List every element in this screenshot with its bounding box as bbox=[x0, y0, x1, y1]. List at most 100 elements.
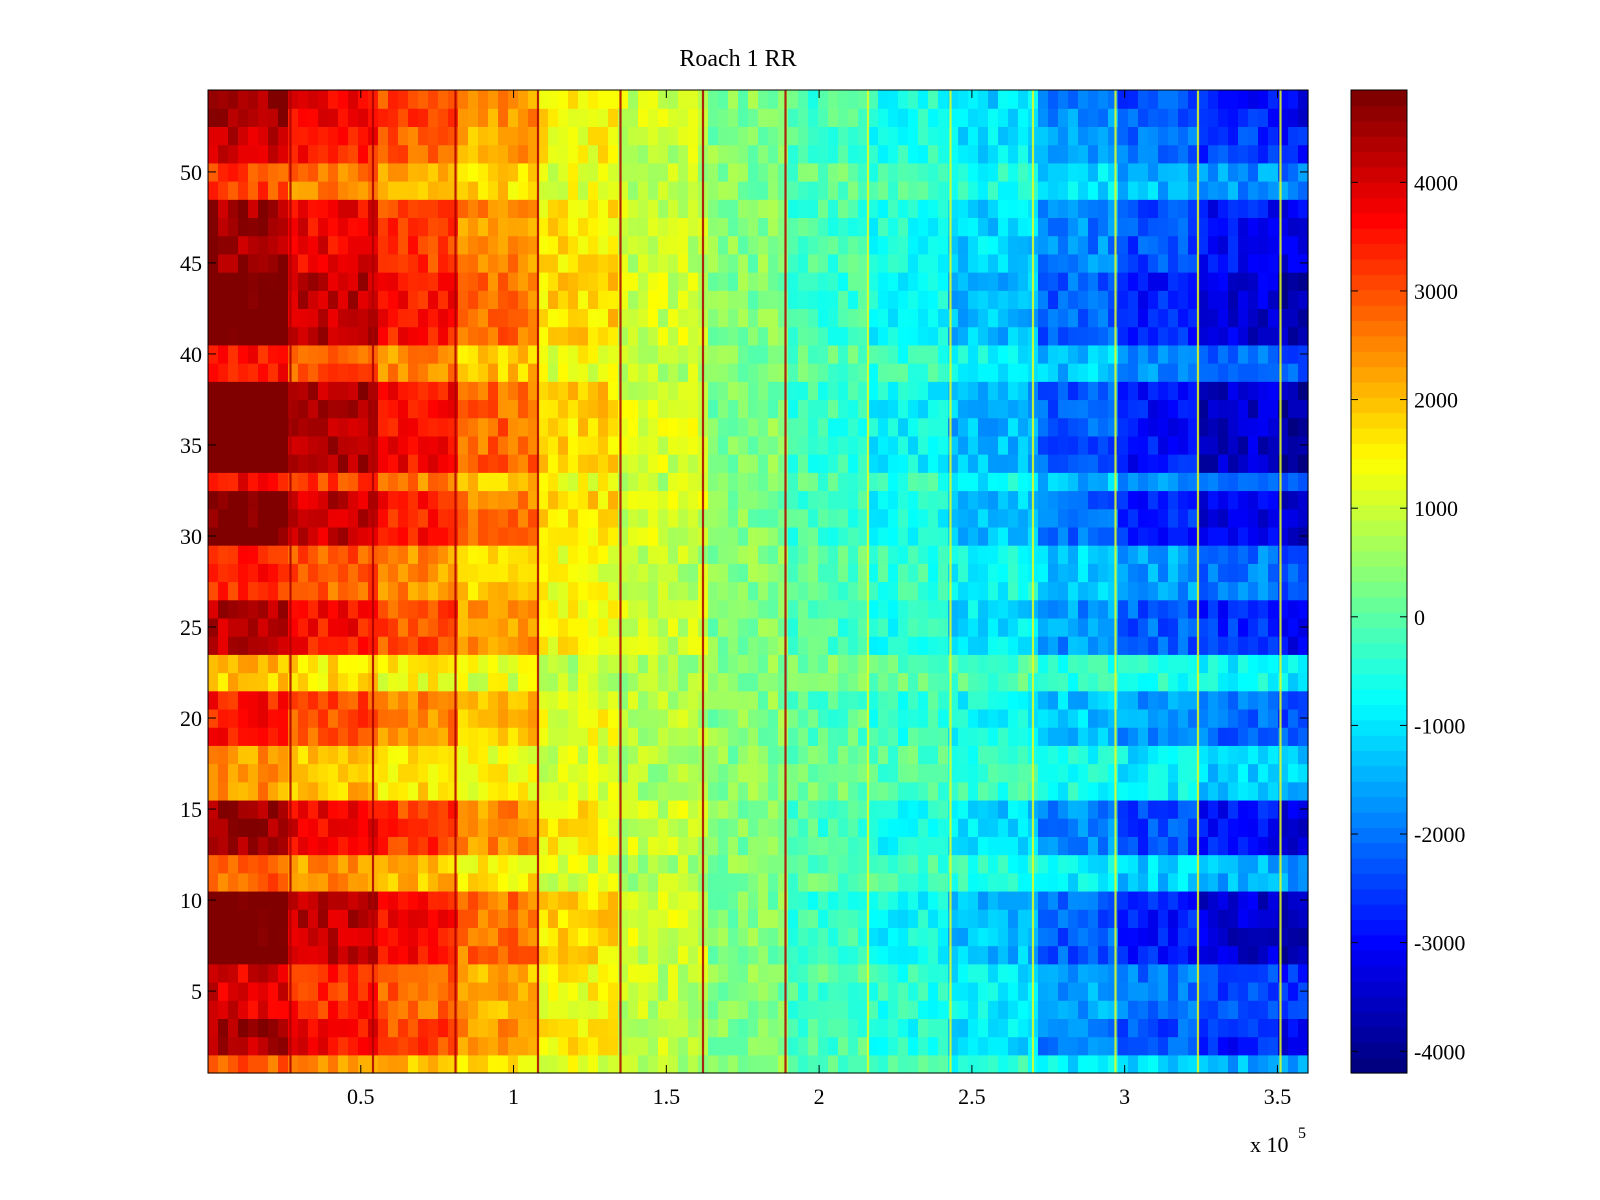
heatmap-cell bbox=[938, 326, 949, 346]
heatmap-cell bbox=[678, 617, 689, 637]
heatmap-cell bbox=[278, 818, 289, 837]
heatmap-cell bbox=[578, 508, 589, 528]
heatmap-cell bbox=[378, 490, 389, 510]
heatmap-cell bbox=[288, 617, 299, 637]
heatmap-cell bbox=[608, 472, 619, 492]
heatmap-cell bbox=[918, 708, 929, 728]
heatmap-cell bbox=[968, 526, 979, 546]
heatmap-cell bbox=[238, 381, 249, 401]
heatmap-cell bbox=[1258, 435, 1269, 455]
heatmap-cell bbox=[768, 945, 779, 965]
heatmap-cell bbox=[318, 253, 329, 273]
heatmap-cell bbox=[1198, 690, 1209, 710]
heatmap-cell bbox=[1118, 1054, 1129, 1074]
heatmap-cell bbox=[1288, 636, 1299, 655]
heatmap-cell bbox=[298, 909, 309, 928]
heatmap-cell bbox=[688, 654, 699, 674]
heatmap-cell bbox=[728, 617, 739, 637]
heatmap-cell bbox=[988, 963, 999, 983]
heatmap-cell bbox=[388, 818, 399, 837]
heatmap-cell bbox=[718, 435, 729, 455]
heatmap-cell bbox=[1098, 326, 1109, 346]
heatmap-cell bbox=[1238, 1000, 1249, 1019]
heatmap-cell bbox=[728, 1036, 739, 1056]
heatmap-cell bbox=[528, 563, 539, 583]
heatmap-cell bbox=[228, 308, 239, 328]
heatmap-cell bbox=[1068, 617, 1079, 637]
heatmap-cell bbox=[388, 654, 399, 674]
heatmap-cell bbox=[938, 909, 949, 928]
heatmap-cell bbox=[378, 308, 389, 328]
heatmap-cell bbox=[788, 781, 799, 801]
heatmap-cell bbox=[218, 672, 229, 692]
heatmap-cell bbox=[558, 872, 569, 892]
heatmap-cell bbox=[1068, 399, 1079, 419]
heatmap-cell bbox=[1108, 763, 1119, 783]
heatmap-cell bbox=[1118, 727, 1129, 746]
heatmap-cell bbox=[448, 1036, 459, 1056]
heatmap-cell bbox=[618, 435, 629, 455]
heatmap-cell bbox=[308, 235, 319, 255]
heatmap-cell bbox=[318, 363, 329, 382]
heatmap-cell bbox=[1228, 599, 1239, 619]
heatmap-cell bbox=[268, 508, 279, 528]
heatmap-cell bbox=[528, 981, 539, 1001]
heatmap-cell bbox=[428, 508, 439, 528]
heatmap-cell bbox=[1098, 654, 1109, 674]
heatmap-cell bbox=[1008, 945, 1019, 965]
heatmap-cell bbox=[328, 927, 339, 947]
heatmap-cell bbox=[1088, 927, 1099, 947]
heatmap-cell bbox=[738, 253, 749, 273]
heatmap-cell bbox=[798, 927, 809, 947]
heatmap-cell bbox=[728, 1018, 739, 1038]
heatmap-cell bbox=[1188, 272, 1199, 291]
heatmap-cell bbox=[618, 526, 629, 546]
heatmap-cell bbox=[708, 344, 719, 364]
heatmap-cell bbox=[868, 763, 879, 783]
heatmap-cell bbox=[888, 854, 899, 874]
heatmap-cell bbox=[888, 545, 899, 564]
heatmap-cell bbox=[358, 272, 369, 291]
heatmap-cell bbox=[708, 763, 719, 783]
heatmap-cell bbox=[648, 836, 659, 856]
heatmap-cell bbox=[508, 1000, 519, 1019]
heatmap-cell bbox=[288, 763, 299, 783]
heatmap-cell bbox=[1118, 326, 1129, 346]
heatmap-cell bbox=[1078, 599, 1089, 619]
heatmap-cell bbox=[1148, 763, 1159, 783]
heatmap-cell bbox=[848, 927, 859, 947]
heatmap-cell bbox=[668, 545, 679, 564]
heatmap-cell bbox=[1158, 727, 1169, 746]
heatmap-cell bbox=[978, 399, 989, 419]
heatmap-cell bbox=[748, 672, 759, 692]
heatmap-cell bbox=[418, 526, 429, 546]
heatmap-cell bbox=[1148, 818, 1159, 837]
heatmap-cell bbox=[768, 308, 779, 328]
heatmap-cell bbox=[808, 399, 819, 419]
heatmap-cell bbox=[1088, 272, 1099, 291]
heatmap-cell bbox=[388, 490, 399, 510]
heatmap-cell bbox=[418, 563, 429, 583]
heatmap-cell bbox=[678, 672, 689, 692]
heatmap-cell bbox=[608, 781, 619, 801]
heatmap-cell bbox=[588, 1000, 599, 1019]
heatmap-cell bbox=[278, 344, 289, 364]
heatmap-cell bbox=[558, 326, 569, 346]
heatmap-cell bbox=[298, 672, 309, 692]
heatmap-cell bbox=[708, 599, 719, 619]
heatmap-cell bbox=[1278, 945, 1289, 965]
heatmap-cell bbox=[558, 617, 569, 637]
heatmap-cell bbox=[1148, 253, 1159, 273]
heatmap-cell bbox=[378, 963, 389, 983]
heatmap-cell bbox=[648, 1000, 659, 1019]
heatmap-cell bbox=[1188, 381, 1199, 401]
heatmap-cell bbox=[668, 381, 679, 401]
heatmap-cell bbox=[1108, 708, 1119, 728]
heatmap-cell bbox=[1098, 545, 1109, 564]
heatmap-cell bbox=[548, 708, 559, 728]
heatmap-cell bbox=[1268, 963, 1279, 983]
heatmap-cell bbox=[868, 344, 879, 364]
heatmap-cell bbox=[288, 818, 299, 837]
heatmap-cell bbox=[828, 763, 839, 783]
heatmap-cell bbox=[968, 890, 979, 910]
